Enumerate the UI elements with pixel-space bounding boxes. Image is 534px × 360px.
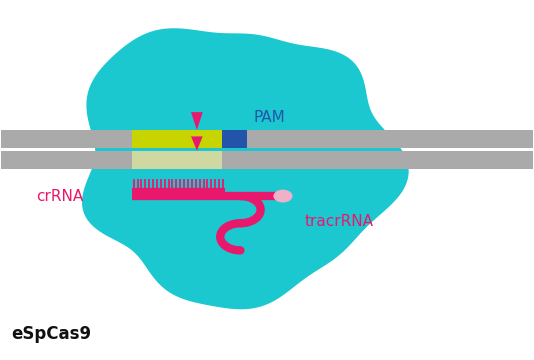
- Bar: [0, 130, 534, 148]
- Polygon shape: [191, 136, 203, 151]
- Bar: [0, 152, 534, 169]
- Polygon shape: [191, 112, 203, 130]
- Circle shape: [273, 190, 293, 203]
- Text: eSpCas9: eSpCas9: [11, 324, 91, 342]
- Bar: [222, 130, 247, 148]
- Text: crRNA: crRNA: [36, 189, 84, 203]
- Text: PAM: PAM: [253, 110, 285, 125]
- Text: tracrRNA: tracrRNA: [304, 213, 373, 229]
- Bar: [131, 130, 222, 148]
- Polygon shape: [82, 28, 409, 309]
- Bar: [131, 152, 222, 169]
